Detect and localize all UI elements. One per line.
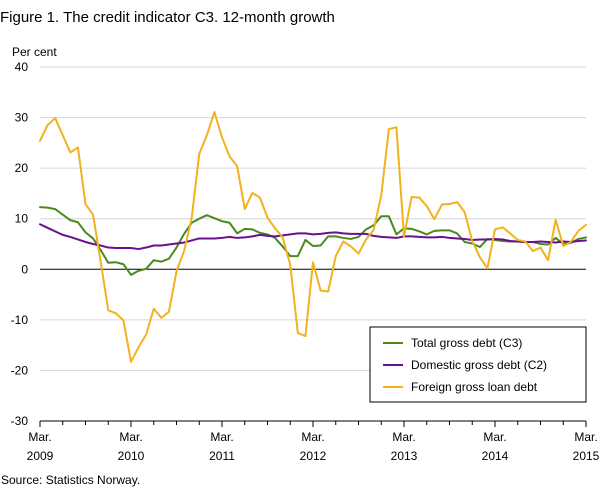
y-tick-label: -20 <box>11 363 29 377</box>
x-tick-year: 2010 <box>118 449 145 463</box>
series-line-3 <box>39 111 587 363</box>
legend-label: Domestic gross debt (C2) <box>411 358 547 372</box>
x-tick-year: 2015 <box>573 449 600 463</box>
series-lines <box>39 111 587 363</box>
legend-label: Total gross debt (C3) <box>411 336 522 350</box>
y-axis-label: Per cent <box>12 45 57 59</box>
x-tick-month: Mar. <box>301 430 324 444</box>
y-tick-label: 30 <box>15 111 29 125</box>
x-tick-year: 2012 <box>300 449 327 463</box>
x-tick-year: 2013 <box>391 449 418 463</box>
source-note: Source: Statistics Norway. <box>1 473 140 487</box>
y-tick-label: -10 <box>11 313 29 327</box>
x-tick-month: Mar. <box>119 430 142 444</box>
x-tick-month: Mar. <box>28 430 51 444</box>
x-tick-year: 2009 <box>27 449 54 463</box>
y-tick-label: 10 <box>15 212 29 226</box>
y-tick-label: 0 <box>21 262 28 276</box>
x-tick-year: 2014 <box>482 449 509 463</box>
x-tick-year: 2011 <box>209 449 235 463</box>
x-tick-month: Mar. <box>574 430 597 444</box>
x-tick-month: Mar. <box>483 430 506 444</box>
x-tick-month: Mar. <box>392 430 415 444</box>
y-axis-ticks: -30 -20 -10 0 10 20 30 40 <box>11 60 29 428</box>
series-line-1 <box>39 206 587 276</box>
chart-title: Figure 1. The credit indicator C3. 12-mo… <box>0 9 335 26</box>
y-tick-label: 40 <box>15 60 29 74</box>
gridlines <box>40 66 586 422</box>
series-line-2 <box>39 223 587 251</box>
x-tick-month: Mar. <box>210 430 233 444</box>
y-tick-label: -30 <box>11 414 29 428</box>
y-tick-label: 20 <box>15 161 29 175</box>
x-axis: Mar. 2009 Mar. 2010 Mar. 2011 Mar. 2012 Mar. 2013… <box>27 420 600 463</box>
legend-label: Foreign gross loan debt <box>411 380 538 394</box>
legend: Total gross debt (C3) Domestic gross debt… <box>369 326 587 403</box>
legend-box <box>369 326 587 403</box>
